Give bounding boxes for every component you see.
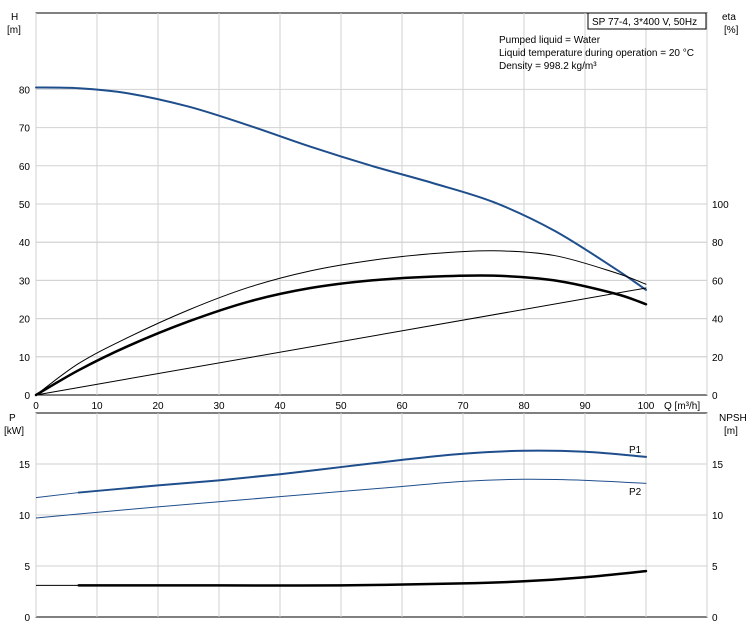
bottom-left-axis-label-line1: P [9,413,16,424]
model-label: SP 77-4, 3*400 V, 50Hz [592,17,697,28]
top-right-tick-60: 60 [712,276,724,287]
liquid-info-line-3: Density = 998.2 kg/m³ [499,61,597,72]
bottom-right-tick-5: 5 [712,562,718,573]
x-tick-80: 80 [518,401,530,412]
top-left-tick-30: 30 [19,276,31,287]
x-tick-20: 20 [152,401,164,412]
top-left-tick-60: 60 [19,162,31,173]
bottom-left-tick-15: 15 [19,460,31,471]
liquid-info-line-1: Pumped liquid = Water [499,35,601,46]
bottom-curve-1 [78,478,647,515]
top-left-axis-label-line1: H [11,12,18,23]
top-curve-1 [35,250,647,396]
top-right-tick-100: 100 [712,200,729,211]
top-right-tick-40: 40 [712,315,724,326]
bottom-curve-0 [77,449,647,494]
bottom-left-tick-10: 10 [19,511,31,522]
bottom-right-axis-label-line1: NPSH [719,413,747,424]
top-curve-0 [35,86,647,291]
tick-labels: 0 10 20 30 40 50 60 70 80 90 100010203040506070800… [19,85,729,624]
x-tick-10: 10 [91,401,103,412]
bottom-curve-2 [77,569,648,587]
top-right-tick-20: 20 [712,353,724,364]
bottom-right-tick-15: 15 [712,460,724,471]
top-left-tick-10: 10 [19,353,31,364]
series-label-p1: P1 [629,445,642,456]
x-tick-90: 90 [579,401,591,412]
top-right-axis-label-line1: eta [722,12,736,23]
bottom-right-tick-10: 10 [712,511,724,522]
model-label-box [587,12,707,30]
top-left-tick-20: 20 [19,315,31,326]
top-left-axis-label-line2: [m] [7,25,21,36]
top-right-tick-80: 80 [712,238,724,249]
top-right-tick-0: 0 [712,391,718,402]
bottom-panel-grid [35,412,708,618]
bottom-curve-lead-1 [35,513,79,519]
top-panel-grid [35,12,708,396]
x-tick-70: 70 [457,401,469,412]
bottom-right-axis-label-line2: [m] [724,426,738,437]
bottom-panel-curves [35,449,648,587]
x-tick-50: 50 [335,401,347,412]
bottom-left-axis-label-line2: [kW] [4,426,24,437]
top-panel-curves [34,86,648,397]
top-right-axis-label-line2: [%] [724,25,739,36]
bottom-left-tick-0: 0 [24,613,30,624]
top-left-tick-80: 80 [19,85,31,96]
x-tick-0: 0 [33,401,39,412]
top-left-tick-0: 0 [24,391,30,402]
series-label-p2: P2 [629,487,642,498]
top-curve-3 [35,287,647,396]
top-left-tick-70: 70 [19,124,31,135]
x-tick-100: 100 [638,401,655,412]
top-left-tick-40: 40 [19,238,31,249]
x-tick-30: 30 [213,401,225,412]
x-tick-60: 60 [396,401,408,412]
bottom-right-tick-0: 0 [712,613,718,624]
liquid-info-line-2: Liquid temperature during operation = 20… [499,48,694,59]
bottom-curve-lead-0 [35,492,79,499]
top-curve-2 [34,274,648,397]
x-axis-label: Q [m³/h] [664,401,700,412]
bottom-left-tick-5: 5 [24,562,30,573]
x-tick-40: 40 [274,401,286,412]
top-left-tick-50: 50 [19,200,31,211]
